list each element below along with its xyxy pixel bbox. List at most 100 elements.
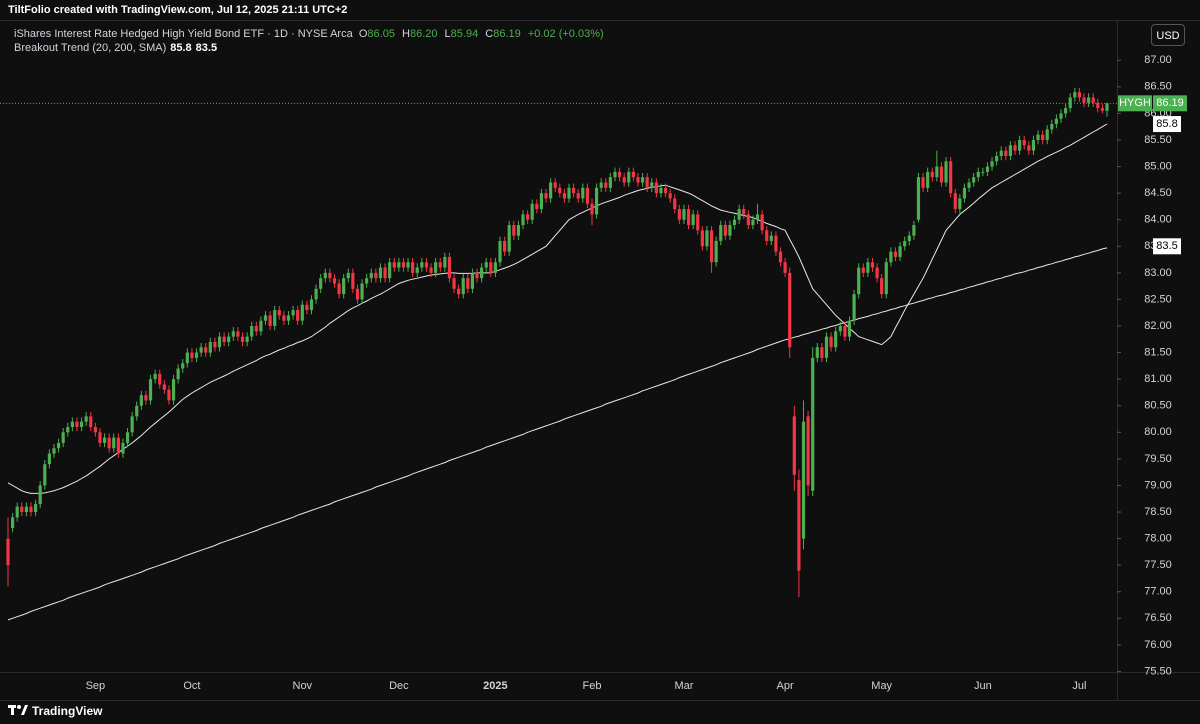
candle-body [47,453,51,465]
candle-body [102,437,107,443]
candle-body [457,288,461,295]
candle-body [273,310,277,327]
candle-body [438,262,442,268]
candle-body [696,214,700,231]
candle-body [788,272,792,348]
candle-body [346,272,350,279]
candle-body [20,506,24,513]
candle-body [884,262,888,295]
indicator-tag-bg [1153,238,1181,255]
candle-body [162,384,166,390]
candle-body [43,464,47,486]
candle-body [783,262,787,273]
candle-body [746,214,750,226]
y-tick-label: 78.50 [1144,506,1172,518]
candle-body [89,416,93,427]
x-tick-label: 2025 [483,680,507,692]
candle-body [774,235,778,252]
y-tick-label: 79.50 [1144,453,1172,465]
candle-body [558,187,562,194]
candle-body [645,177,649,188]
candle-body [424,262,429,268]
candle-body [958,198,962,210]
candle-body [778,251,783,263]
candle-body [415,267,419,273]
candle-body [686,209,691,226]
candle-body [1050,124,1054,130]
candle-body [1008,145,1013,156]
candle-body [1077,92,1082,98]
ohlc-value: 86.05 [367,28,395,40]
candle-body [305,304,309,311]
candle-body [1064,108,1068,114]
candle-body [434,262,438,273]
change: +0.02 (+0.03%) [527,28,604,40]
candle-body [571,187,576,194]
candle-body [903,240,907,247]
candle-body [406,262,410,268]
candle-body [599,182,603,188]
candle-body [217,336,222,348]
candle-body [480,267,484,279]
currency-button[interactable]: USD [1151,24,1185,46]
candle-body [912,225,916,236]
candle-body [470,272,475,289]
candle-body [392,262,396,268]
candle-body [227,336,231,342]
candle-body [526,214,530,220]
candle-body [636,177,640,183]
y-tick-label: 76.00 [1144,639,1172,651]
candle-body [967,182,971,188]
candle-body [995,155,999,162]
candle-body [1096,102,1100,109]
indicator-tag: 83.5 [1156,240,1177,252]
candle-body [378,267,383,279]
symbol-name: iShares Interest Rate Hedged High Yield … [14,28,353,40]
candle-body [383,267,387,279]
candle-body [323,272,327,279]
price-tag-bg [1153,95,1187,112]
candle-body [613,171,617,178]
y-tick-label: 80.00 [1144,426,1172,438]
y-tick-label: 77.50 [1144,559,1172,571]
x-tick-label: Sep [86,680,106,692]
candle-body [452,278,456,289]
candle-body [631,171,635,178]
candle-body [503,240,507,252]
candle-body [222,336,226,342]
candle-body [553,182,557,188]
price-tag: 86.19 [1156,97,1184,109]
candle-body [231,331,235,337]
y-tick-label: 78.00 [1144,533,1172,545]
candle-body [420,262,424,268]
x-tick-label: Apr [777,680,794,692]
candle-body [153,373,157,380]
candle-body [843,326,847,337]
candle-body [1073,92,1077,98]
candle-body [939,166,944,183]
candle-body [811,357,815,491]
y-tick-label: 81.00 [1144,373,1172,385]
candle-body [93,426,97,433]
candle-body [332,278,337,284]
x-tick-label: Jun [974,680,992,692]
symbol-tag-bg [1118,95,1152,112]
candle-body [355,288,360,300]
candle-body [581,187,585,199]
candle-body [1105,103,1109,111]
candle-body [889,251,893,263]
x-tick-label: Dec [389,680,409,692]
candle-body [314,288,318,300]
candle-body [158,373,162,385]
candle-body [866,262,870,273]
moving-average-line [7,123,1108,494]
candle-body [447,256,452,279]
y-tick-label: 81.50 [1144,346,1172,358]
candle-body [296,310,300,321]
candle-body [112,437,116,449]
candle-body [181,363,185,369]
candle-body [1091,97,1095,103]
candle-body [576,193,580,199]
candle-body [935,166,939,178]
